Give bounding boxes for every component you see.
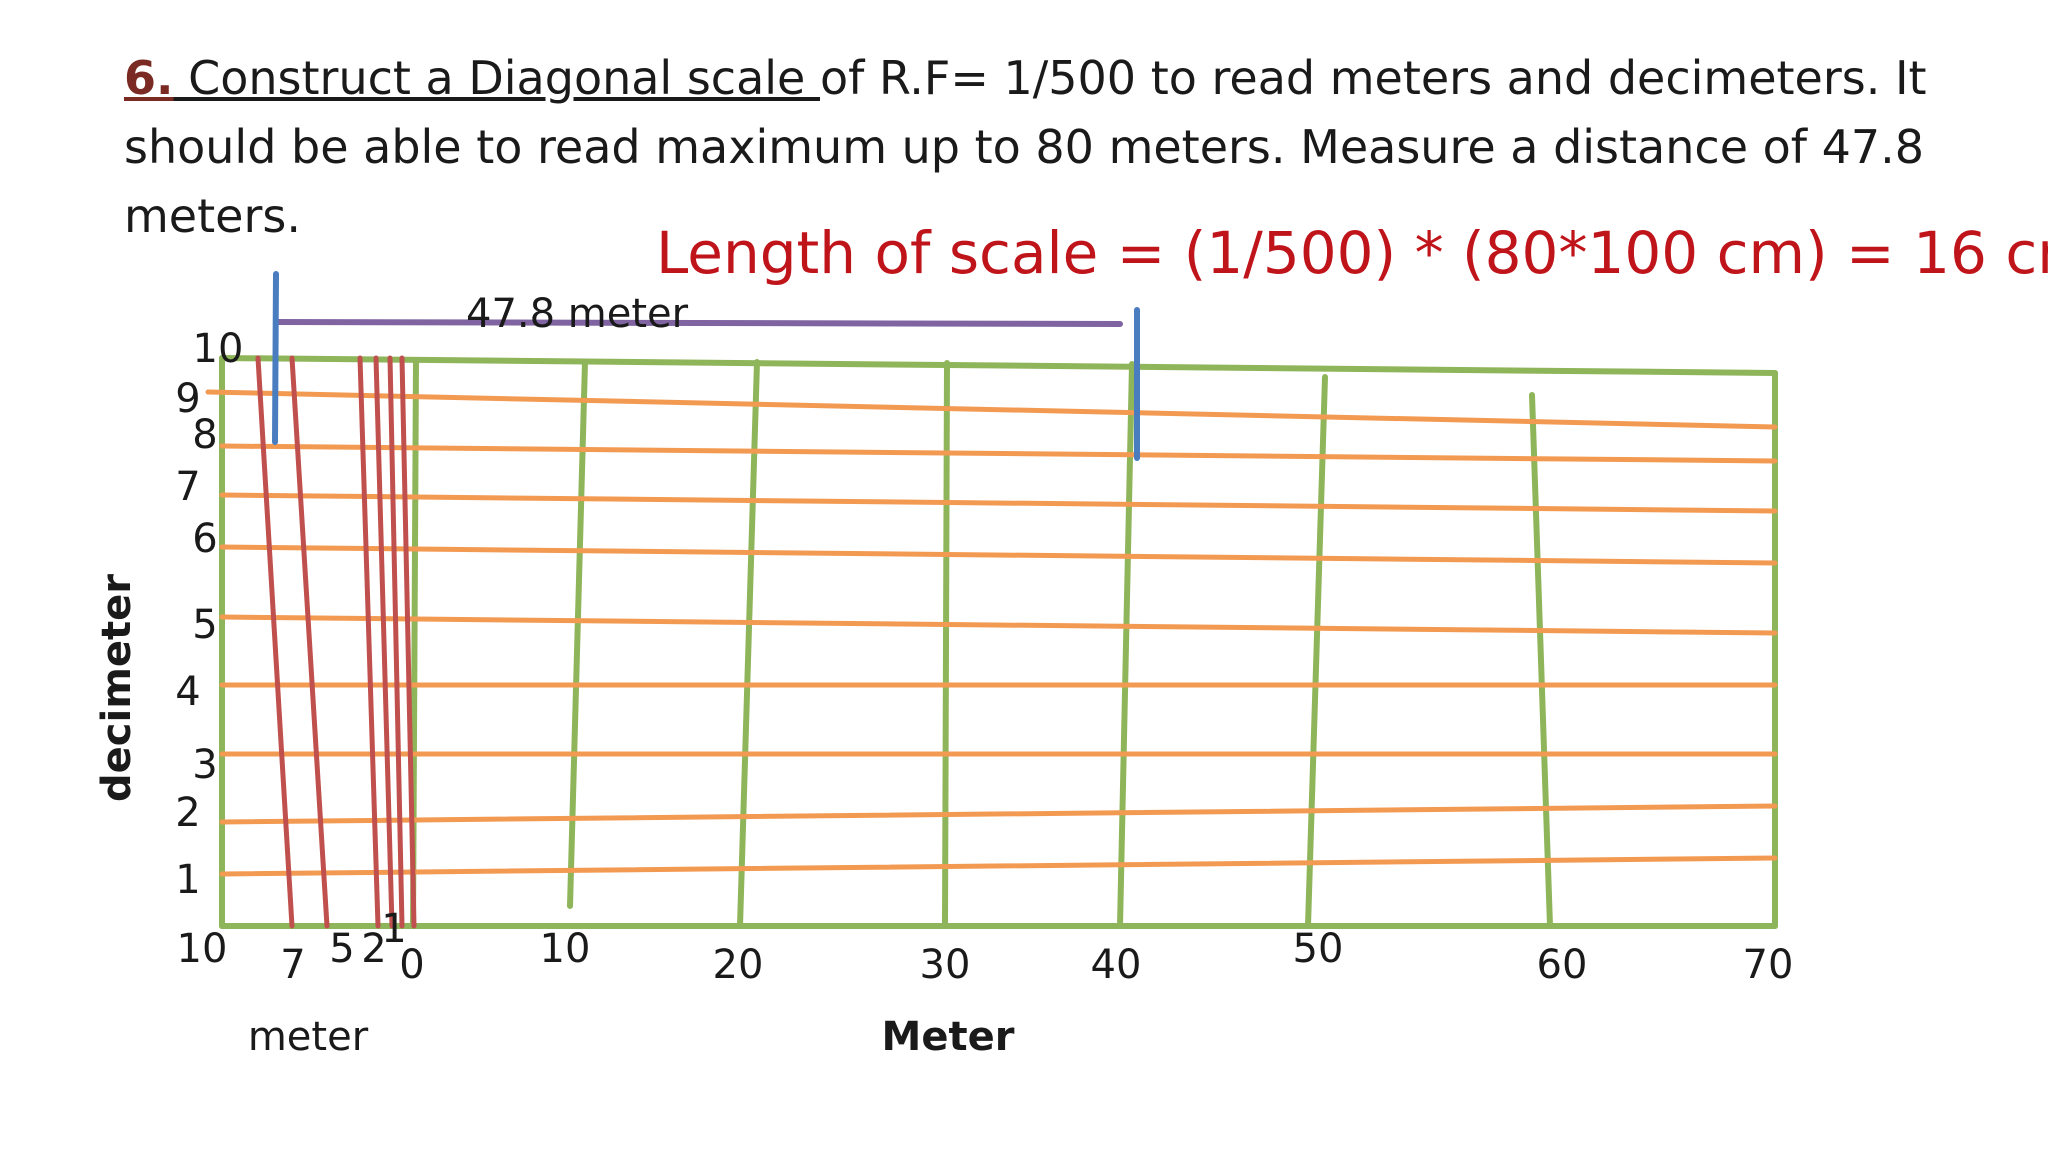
diagonal-line-3 — [357, 355, 381, 929]
scale-frame — [219, 355, 1778, 929]
meter-axis-labels: 10 20 30 40 50 60 70 — [540, 926, 1794, 988]
decimeter-line-1 — [219, 855, 1778, 877]
division-20 — [737, 359, 760, 929]
meter-axis-title: Meter — [882, 1014, 1015, 1060]
decimeter-label: 5 — [192, 602, 217, 648]
decimeter-line-9 — [205, 389, 1778, 430]
marker-left — [272, 271, 279, 445]
problem-underlined-text: Construct a Diagonal scale — [173, 51, 820, 105]
decimeter-label: 6 — [192, 516, 217, 562]
decimeter-line-5 — [219, 614, 1778, 636]
decimeter-label: 3 — [192, 742, 217, 788]
division-50 — [1305, 374, 1328, 929]
meter-left-title: meter — [248, 1014, 369, 1060]
measurement-label: 47.8 meter — [466, 291, 689, 337]
division-40 — [1117, 361, 1135, 929]
meter-sub-label: 7 — [280, 942, 305, 988]
decimeter-line-6 — [219, 544, 1778, 566]
meter-sub-label: 10 — [177, 926, 228, 972]
meter-label: 70 — [1743, 942, 1794, 988]
meter-sub-label: 5 — [329, 926, 354, 972]
decimeter-axis-title: decimeter — [94, 574, 140, 802]
division-60 — [1529, 392, 1553, 929]
decimeter-label: 8 — [192, 412, 217, 458]
decimeter-label: 7 — [175, 464, 200, 510]
meter-label: 20 — [713, 942, 764, 988]
diagonal-line-5 — [387, 355, 405, 929]
decimeter-line-7 — [219, 492, 1778, 514]
meter-label: 50 — [1293, 926, 1344, 972]
diagonal-line-6 — [399, 355, 417, 929]
decimeter-lines — [205, 389, 1778, 877]
meter-sub-label: 1 — [381, 906, 406, 952]
diagonal-line-2 — [289, 355, 330, 929]
division-30 — [942, 360, 950, 929]
decimeter-label: 1 — [175, 857, 200, 903]
decimeter-label: 9 — [175, 376, 200, 422]
decimeter-axis-labels: 10 9 8 7 6 5 4 3 2 1 — [175, 326, 243, 903]
meter-label: 40 — [1091, 942, 1142, 988]
meter-subdivision-labels: 10 7 5 2 1 0 — [177, 906, 425, 988]
problem-text: of R.F= 1/500 to read meters and decimet… — [124, 51, 1927, 243]
meter-label: 60 — [1537, 942, 1588, 988]
diagonal-line-1 — [255, 355, 295, 929]
measurement-bar — [273, 319, 1123, 327]
length-equation: Length of scale = (1/500) * (80*100 cm) … — [656, 219, 2048, 287]
frame-top-edge — [219, 355, 1778, 376]
meter-sub-label: 2 — [361, 926, 386, 972]
decimeter-label: 2 — [175, 790, 200, 836]
problem-statement: 6. Construct a Diagonal scale of R.F= 1/… — [124, 44, 1954, 251]
decimeter-line-2 — [219, 803, 1778, 825]
diagonal-lines — [255, 355, 417, 929]
meter-label: 30 — [920, 942, 971, 988]
decimeter-line-8 — [219, 443, 1778, 464]
division-10 — [567, 359, 588, 909]
meter-sub-label: 0 — [399, 942, 424, 988]
problem-number: 6. — [124, 51, 174, 105]
decimeter-label: 10 — [193, 326, 244, 372]
meter-label: 10 — [540, 926, 591, 972]
measurement-markers — [272, 271, 1140, 461]
diagonal-line-4 — [373, 355, 395, 929]
decimeter-label: 4 — [175, 669, 200, 715]
